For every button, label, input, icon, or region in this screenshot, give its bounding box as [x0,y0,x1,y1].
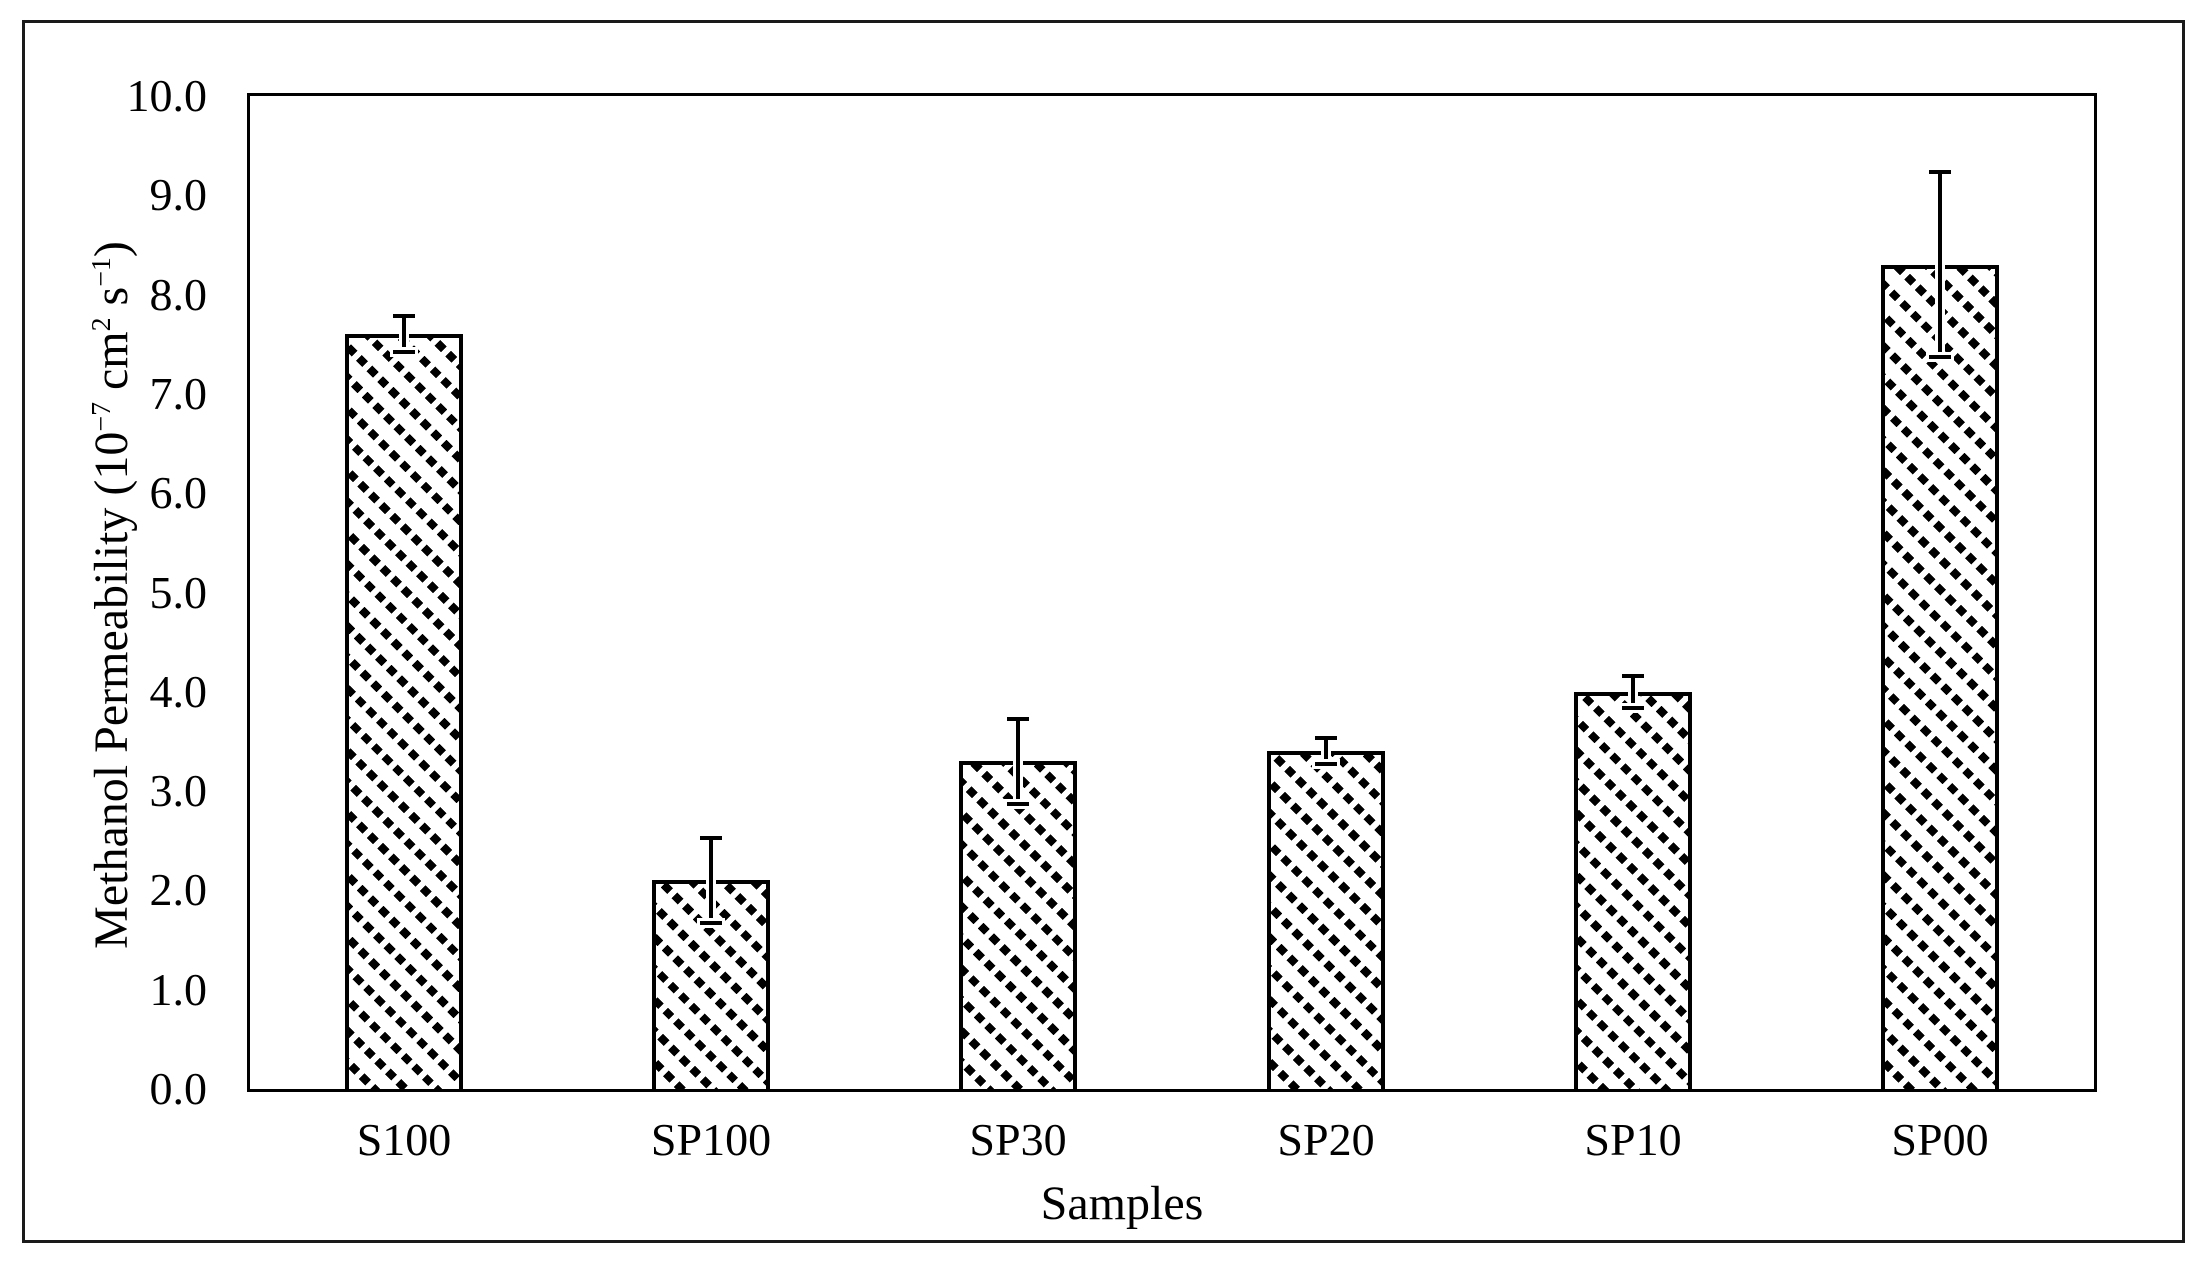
x-tick-label-sp30: SP30 [969,1114,1067,1165]
y-axis-title-part: −1 [86,257,118,287]
bar-sp10 [1574,692,1692,1089]
bar-sp00 [1881,265,2000,1089]
error-bar-cap-bottom-sp30 [1007,802,1030,806]
y-tick-label-9.0: 9.0 [149,169,208,220]
error-bar-cap-top-sp30 [1007,717,1030,721]
error-bar-cap-top-sp10 [1622,674,1644,678]
y-axis-title-part: cm [85,331,138,403]
error-bar-cap-bottom-sp20 [1314,762,1337,766]
figure-border [22,20,2185,1243]
y-tick-label-7.0: 7.0 [149,368,208,419]
error-bar-cap-bottom-sp10 [1622,706,1644,710]
bar-sp20 [1266,751,1385,1089]
y-tick-label-3.0: 3.0 [149,765,208,816]
y-tick-label-5.0: 5.0 [149,567,208,618]
error-bar-cap-top-s100 [392,314,415,318]
x-tick-label-sp20: SP20 [1277,1114,1375,1165]
plot-area [247,93,2097,1092]
y-tick-label-8.0: 8.0 [149,269,208,320]
y-tick-label-4.0: 4.0 [149,666,208,717]
error-bar-cap-bottom-sp00 [1929,355,1952,359]
error-bar-line-sp100 [709,836,713,925]
bar-sp30 [959,761,1078,1089]
y-tick-label-6.0: 6.0 [149,467,208,518]
y-axis-title-part: ) [85,241,138,258]
y-axis-title: Methanol Permeability (10−7 cm2 s−1) [85,241,138,949]
x-tick-label-sp10: SP10 [1584,1114,1682,1165]
error-bar-cap-bottom-sp100 [700,921,722,925]
bar-s100 [344,334,463,1089]
x-tick-label-sp00: SP00 [1891,1114,1989,1165]
y-tick-label-1.0: 1.0 [149,964,208,1015]
error-bar-line-sp10 [1631,674,1635,710]
y-tick-label-10.0: 10.0 [126,70,208,121]
y-axis-title-part: s [85,286,138,318]
error-bar-line-sp20 [1323,736,1328,766]
y-tick-label-2.0: 2.0 [149,864,208,915]
error-bar-line-sp30 [1016,717,1021,806]
y-axis-title-part: Methanol Permeability (10 [85,431,138,949]
error-bar-line-sp00 [1938,170,1943,359]
y-tick-label-0.0: 0.0 [149,1063,208,1114]
error-bar-cap-top-sp100 [700,836,722,840]
error-bar-cap-bottom-s100 [392,350,415,354]
x-tick-label-sp100: SP100 [650,1114,772,1165]
error-bar-cap-top-sp00 [1929,170,1952,174]
x-axis-title: Samples [1040,1177,1204,1230]
y-axis-title-part: 2 [86,317,118,332]
y-axis-title-part: −7 [86,402,118,432]
x-tick-label-s100: S100 [356,1114,452,1165]
error-bar-cap-top-sp20 [1314,736,1337,740]
error-bar-line-s100 [401,314,406,354]
